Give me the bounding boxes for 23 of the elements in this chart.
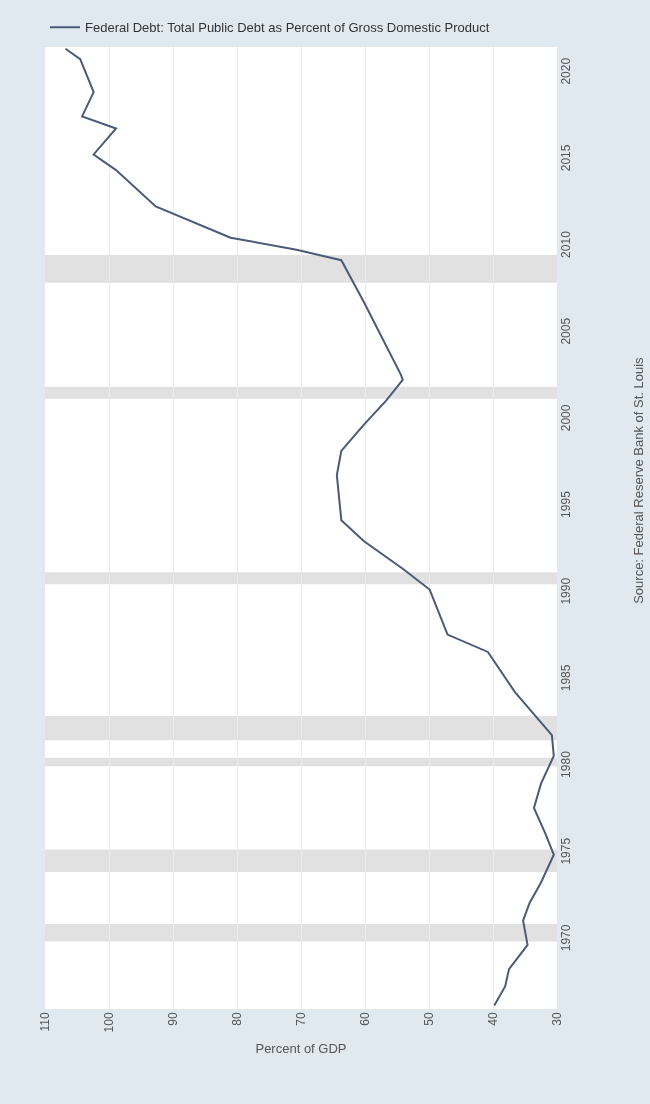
x-tick-label: 110 (37, 1012, 52, 1032)
y-tick-label: 2000 (559, 404, 573, 432)
x-tick-label: 40 (485, 1012, 500, 1026)
y-tick-label: 2020 (559, 57, 573, 85)
x-tick-label: 90 (165, 1012, 180, 1026)
x-tick-label: 70 (293, 1012, 308, 1026)
x-tick-label: 30 (549, 1012, 564, 1026)
y-tick-label: 1975 (559, 837, 573, 865)
source-note: Source: Federal Reserve Bank of St. Louis (631, 356, 647, 604)
legend-label: Federal Debt: Total Public Debt as Percent of Gross Domestic Product (85, 20, 490, 36)
x-tick-label: 50 (421, 1012, 436, 1026)
y-tick-label: 2010 (559, 230, 573, 258)
y-tick-label: 2015 (559, 144, 573, 172)
x-axis-title: Percent of GDP (255, 1041, 347, 1057)
y-tick-label: 1980 (559, 750, 573, 778)
y-tick-label: 1970 (559, 924, 573, 952)
y-tick-label: 1995 (559, 490, 573, 518)
y-tick-label: 1990 (559, 577, 573, 605)
x-tick-label: 80 (229, 1012, 244, 1026)
y-tick-label: 1985 (559, 664, 573, 692)
y-tick-label: 2005 (559, 317, 573, 345)
x-tick-label: 100 (101, 1012, 116, 1033)
x-tick-label: 60 (357, 1012, 372, 1026)
